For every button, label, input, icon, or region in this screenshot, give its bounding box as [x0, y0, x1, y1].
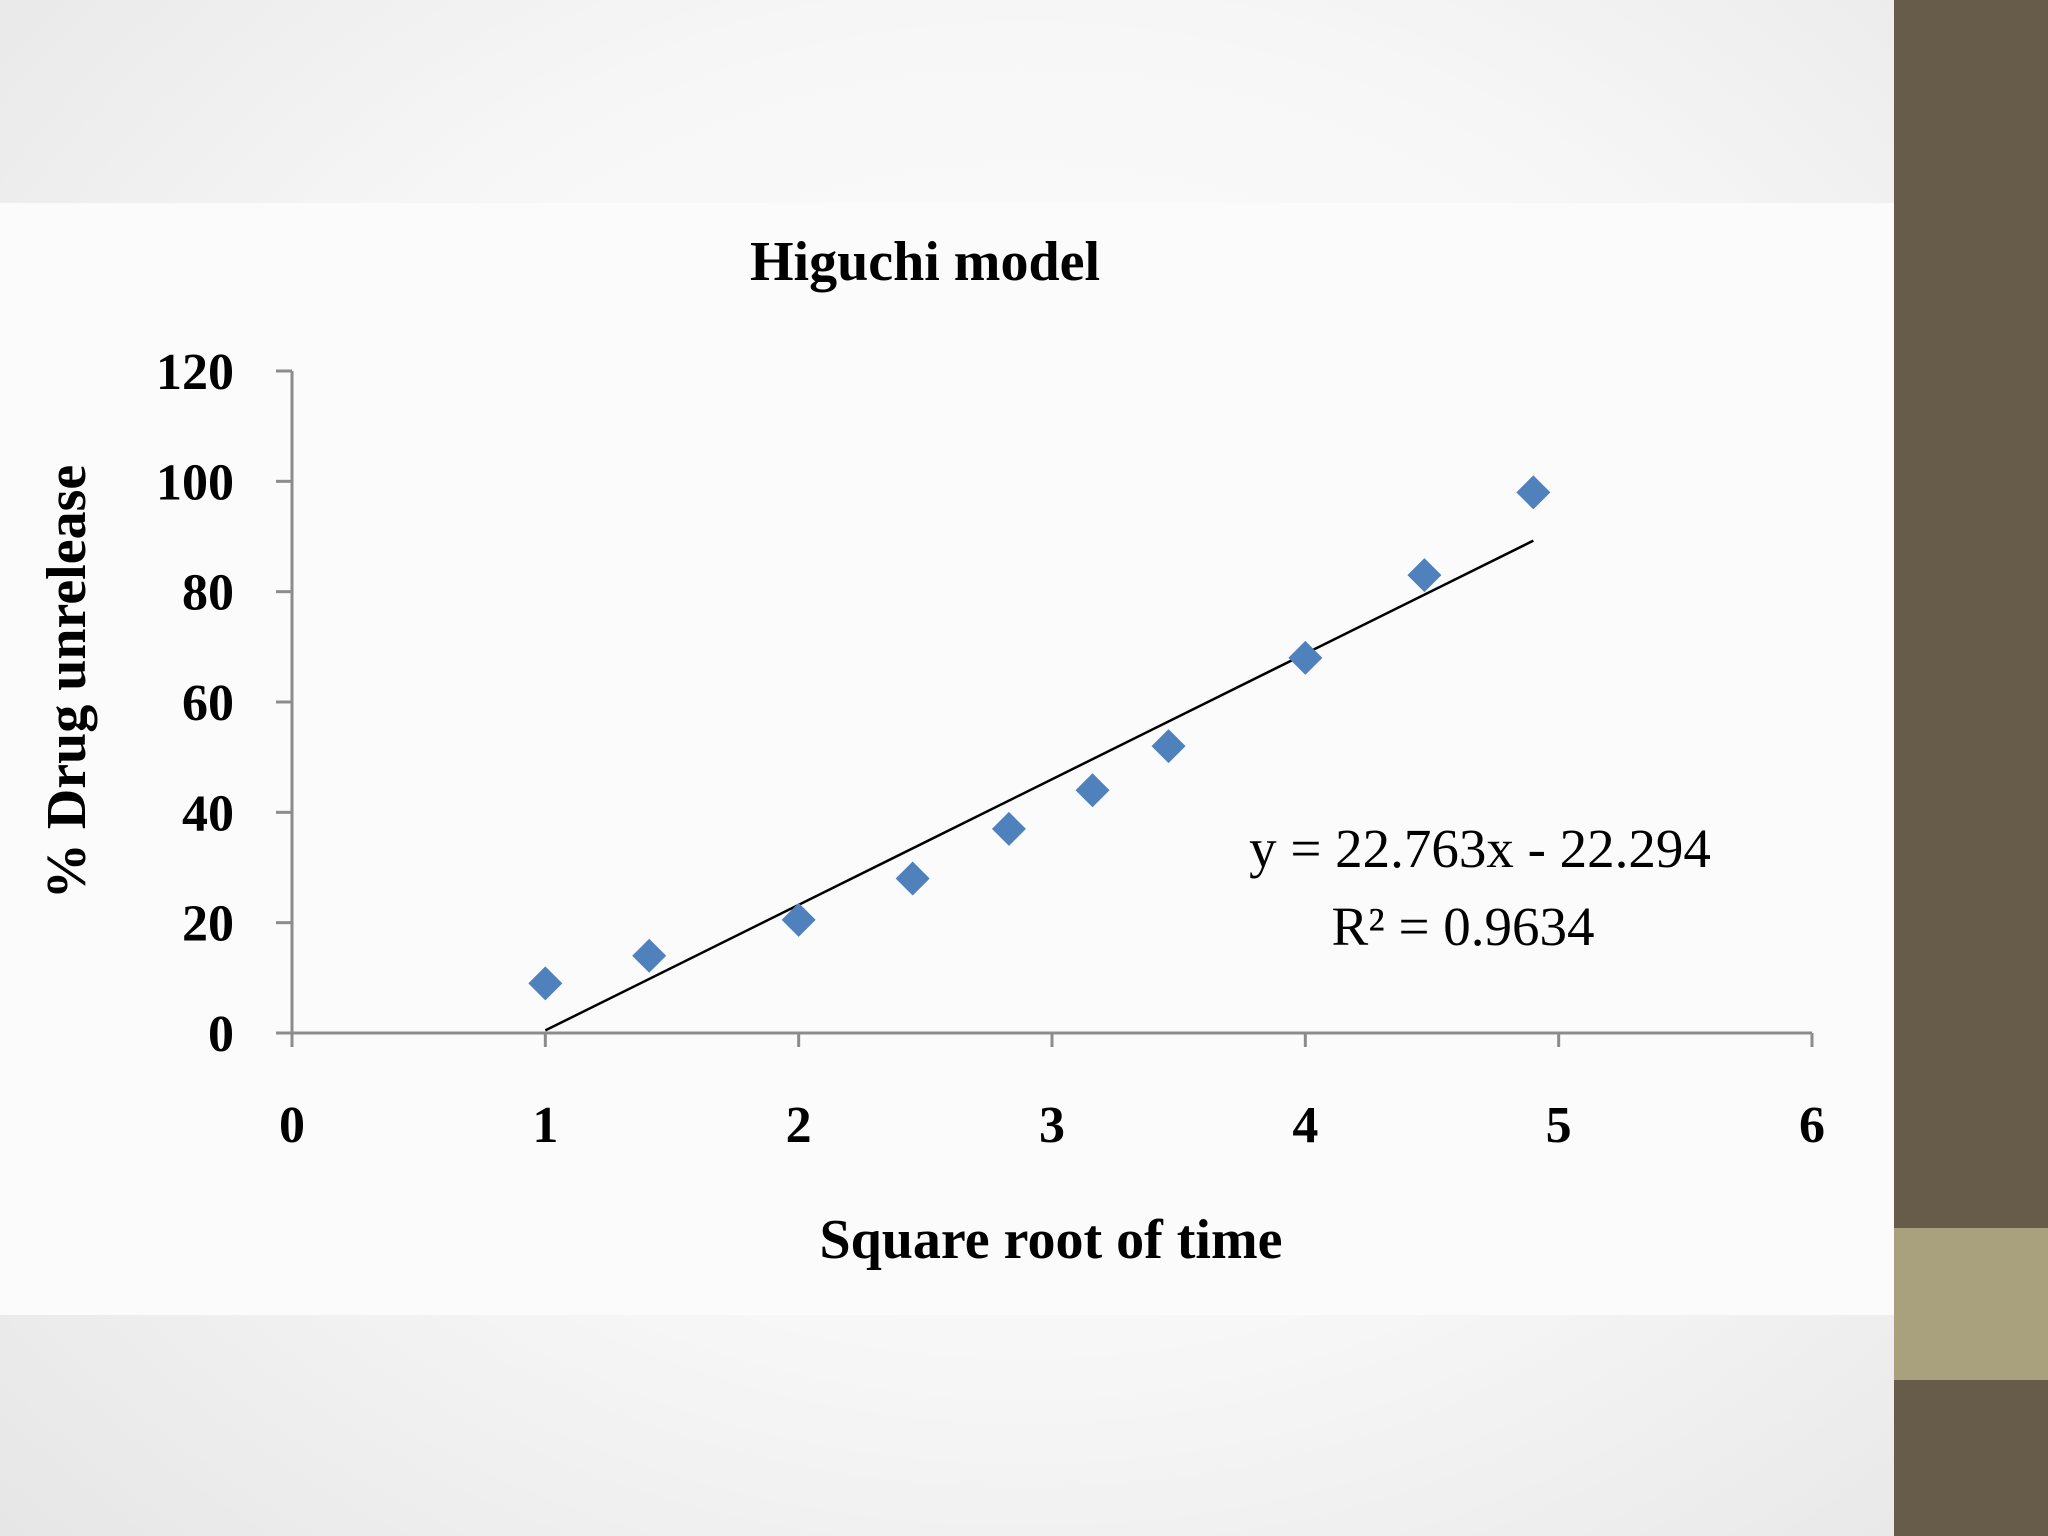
slide-sidebar-accent — [1894, 1228, 2048, 1380]
scatter-chart: Higuchi model % Drug unrelease Square ro… — [36, 231, 1825, 1271]
data-point — [1407, 558, 1442, 593]
data-point — [1288, 640, 1323, 675]
y-tick-label: 40 — [182, 785, 234, 842]
x-tick-label: 1 — [532, 1097, 558, 1154]
x-axis-title: Square root of time — [820, 1209, 1283, 1271]
chart-title: Higuchi model — [750, 231, 1100, 293]
trendline-equation: y = 22.763x - 22.294 — [1249, 818, 1711, 879]
x-tick-label: 0 — [279, 1097, 305, 1154]
chart-panel — [0, 203, 1894, 1315]
data-point — [895, 861, 930, 896]
y-axis-title: % Drug unrelease — [36, 465, 98, 900]
data-point — [991, 811, 1026, 846]
x-tick-label: 6 — [1799, 1097, 1825, 1154]
trendline-layer — [544, 539, 1534, 1032]
trendline — [544, 539, 1534, 1032]
x-tick-label: 3 — [1039, 1097, 1065, 1154]
x-tick-label: 5 — [1546, 1097, 1572, 1154]
data-point — [632, 938, 667, 973]
r-squared-label: R² = 0.9634 — [1332, 896, 1595, 957]
x-tick-label: 2 — [786, 1097, 812, 1154]
data-point — [1151, 729, 1186, 764]
y-tick-label: 80 — [182, 565, 234, 622]
y-tick-label: 20 — [182, 896, 234, 953]
y-tick-label: 60 — [182, 675, 234, 732]
data-point — [1075, 773, 1110, 808]
x-tick-label: 4 — [1292, 1097, 1318, 1154]
y-tick-label: 120 — [156, 344, 234, 401]
data-points — [528, 475, 1551, 1001]
y-tick-label: 100 — [156, 454, 234, 511]
y-tick-label: 0 — [208, 1006, 234, 1063]
axes: 0 20 40 60 80 100 120 0 1 2 3 4 5 6 — [156, 344, 1825, 1154]
data-point — [781, 902, 816, 937]
data-point — [528, 966, 563, 1001]
data-point — [1516, 475, 1551, 510]
